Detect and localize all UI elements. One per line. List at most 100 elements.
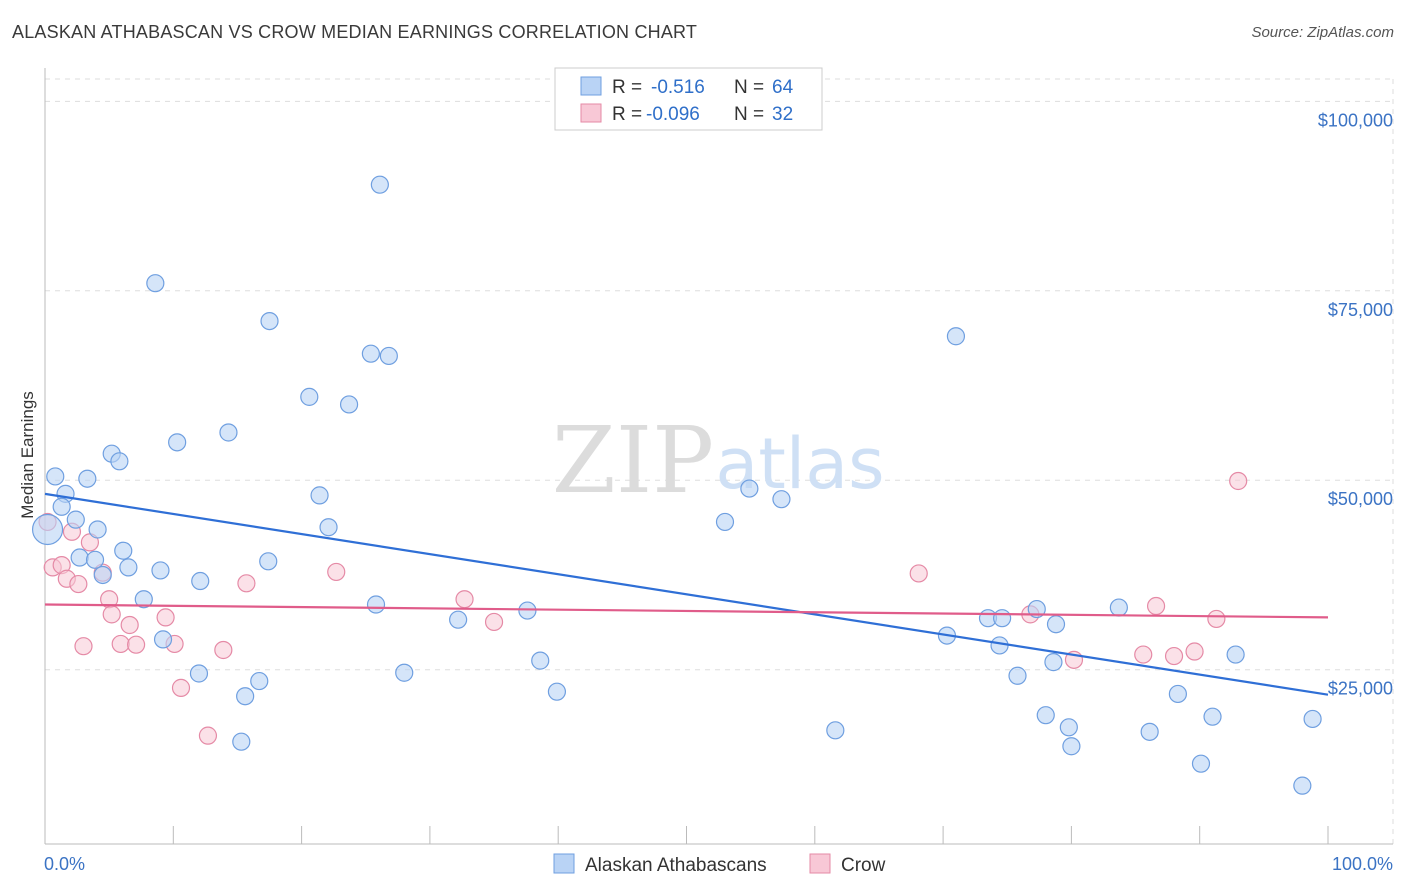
athabascan-point-5 (70, 548, 89, 567)
athabascan-point-61 (1226, 645, 1245, 664)
watermark-atlas: atlas (715, 423, 884, 505)
athabascan-point-58 (1168, 684, 1187, 704)
series-label-crow: Crow (841, 855, 886, 876)
y-tick-label-0: $25,000 (1328, 679, 1393, 699)
crow-point-6 (74, 637, 93, 656)
athabascan-point-27 (300, 387, 319, 406)
athabascan-point-24 (250, 671, 269, 691)
athabascan-point-59 (1191, 754, 1211, 773)
legend-r-label-2: R = (612, 104, 642, 125)
athabascan-point-23 (232, 732, 251, 751)
x-tick-label-1: 100.0% (1332, 854, 1393, 874)
athabascan-point-6 (78, 469, 97, 488)
legend-swatch-pink (580, 103, 602, 123)
y-tick-labels: $25,000 $50,000 $75,000 $100,000 (1318, 110, 1393, 698)
series-swatch-pink (809, 853, 831, 874)
athabascan-point-14 (134, 590, 153, 609)
axes (44, 68, 1393, 845)
athabascan-point-54 (1059, 718, 1078, 737)
crow-point-18 (214, 640, 233, 660)
y-tick-label-2: $75,000 (1328, 300, 1393, 320)
athabascan-point-16 (151, 561, 170, 580)
crow-point-11 (111, 634, 130, 654)
athabascan-point-62 (1293, 776, 1312, 795)
crow-point-10 (102, 605, 121, 624)
athabascan-point-21 (219, 423, 238, 442)
athabascan-point-17 (153, 630, 173, 649)
y-tick-label-3: $100,000 (1318, 110, 1393, 130)
y-axis-label: Median Earnings (18, 391, 37, 519)
athabascan-point-44 (946, 327, 966, 346)
athabascan-point-63 (1303, 709, 1322, 729)
legend-n-value-1: 64 (772, 77, 794, 98)
crow-point-21 (455, 590, 474, 609)
legend-n-label-2: N = (734, 104, 764, 125)
athabascan-point-31 (361, 344, 380, 363)
athabascan-points (31, 175, 1322, 795)
athabascan-point-52 (1046, 615, 1066, 634)
crow-trend-line (44, 603, 1329, 619)
athabascan-point-39 (547, 682, 567, 701)
athabascan-point-12 (114, 541, 133, 560)
athabascan-point-18 (168, 433, 187, 452)
athabascan-point-50 (1027, 599, 1046, 619)
athabascan-point-60 (1203, 707, 1222, 726)
crow-point-5 (69, 574, 88, 594)
athabascan-point-40 (715, 512, 735, 532)
athabascan-point-7 (88, 520, 107, 539)
crow-point-14 (156, 608, 175, 627)
athabascan-point-22 (236, 687, 255, 706)
athabascan-point-3 (52, 497, 71, 516)
crow-point-29 (1185, 642, 1204, 661)
athabascan-point-9 (93, 565, 112, 585)
athabascan-point-33 (370, 175, 389, 194)
crow-point-16 (171, 678, 191, 697)
watermark: ZIP atlas (552, 407, 885, 514)
athabascan-point-49 (1008, 666, 1027, 685)
legend: R = -0.516 N = 64 R = -0.096 N = 32 (554, 67, 823, 131)
y-tick-label-1: $50,000 (1328, 489, 1393, 509)
athabascan-point-47 (993, 609, 1012, 628)
athabascan-point-26 (260, 311, 279, 331)
athabascan-point-38 (531, 651, 550, 670)
athabascan-point-20 (189, 664, 209, 683)
athabascan-point-37 (518, 601, 537, 620)
trend-lines (44, 492, 1329, 696)
crow-point-31 (1229, 471, 1248, 491)
crow-point-19 (237, 574, 256, 593)
athabascan-point-55 (1062, 737, 1081, 756)
legend-swatch-blue (580, 76, 602, 96)
source-label: Source: ZipAtlas.com (1251, 24, 1394, 41)
athabascan-point-1 (46, 467, 65, 486)
crow-point-28 (1164, 646, 1184, 666)
crow-point-12 (120, 615, 139, 635)
athabascan-point-28 (310, 486, 329, 505)
crow-point-27 (1146, 596, 1166, 616)
athabascan-point-43 (826, 721, 845, 740)
x-tick-label-0: 0.0% (44, 854, 85, 874)
athabascan-point-8 (85, 550, 105, 569)
series-swatch-blue (553, 853, 575, 874)
crow-point-13 (126, 635, 146, 654)
crow-point-23 (909, 564, 928, 583)
crow-point-30 (1207, 609, 1226, 629)
athabascan-point-4 (66, 510, 85, 529)
athabascan-trend-line (44, 492, 1329, 696)
crow-point-20 (327, 562, 346, 582)
crow-point-26 (1134, 645, 1153, 664)
athabascan-point-15 (146, 274, 165, 293)
athabascan-point-57 (1140, 722, 1159, 741)
crow-point-22 (484, 612, 504, 632)
athabascan-point-56 (1109, 598, 1128, 617)
x-tick-labels: 0.0% 100.0% (44, 854, 1393, 874)
athabascan-point-53 (1044, 653, 1063, 672)
athabascan-point-35 (395, 663, 414, 682)
series-label-athabascan: Alaskan Athabascans (585, 855, 767, 876)
athabascan-point-30 (339, 395, 359, 414)
athabascan-point-42 (772, 490, 791, 509)
athabascan-point-25 (259, 552, 278, 571)
athabascan-point-11 (110, 452, 129, 471)
athabascan-point-34 (379, 346, 398, 366)
athabascan-point-19 (191, 571, 210, 591)
